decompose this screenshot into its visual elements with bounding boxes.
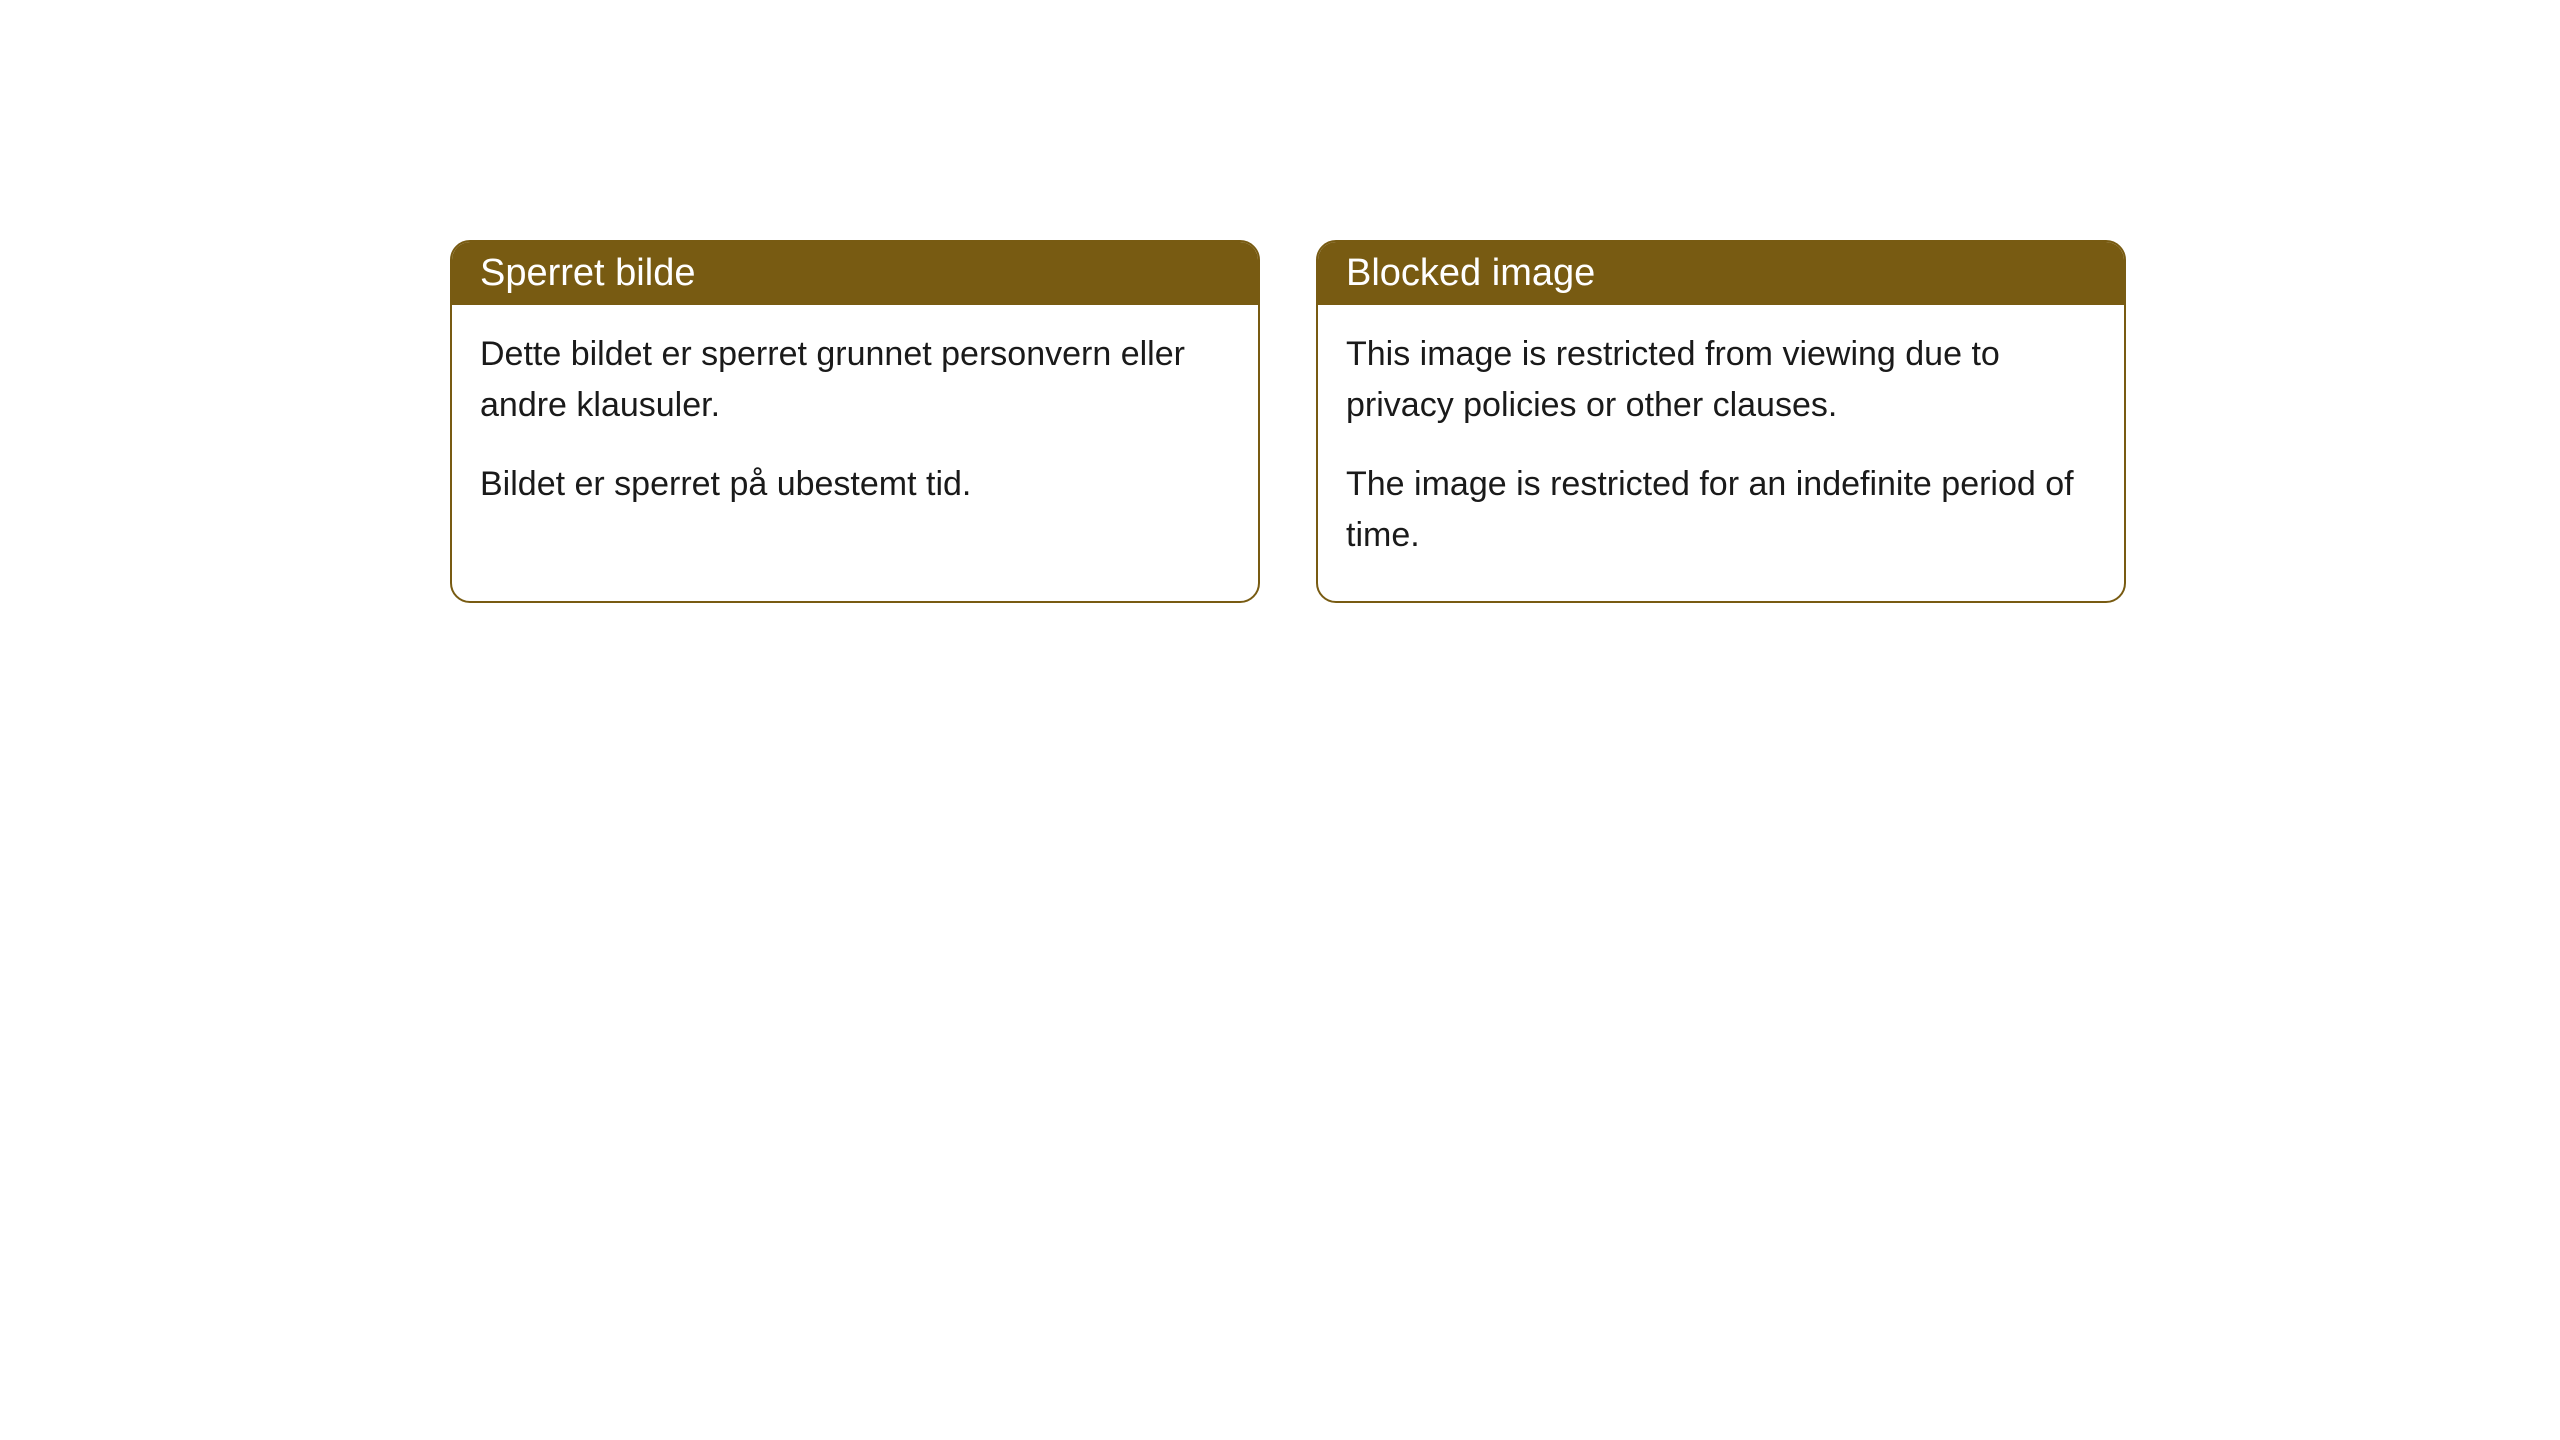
- card-blocked-norwegian: Sperret bilde Dette bildet er sperret gr…: [450, 240, 1260, 603]
- card-title: Blocked image: [1346, 252, 1595, 294]
- card-paragraph: This image is restricted from viewing du…: [1346, 329, 2096, 431]
- card-header: Blocked image: [1318, 242, 2124, 305]
- cards-container: Sperret bilde Dette bildet er sperret gr…: [450, 240, 2126, 603]
- card-paragraph: Bildet er sperret på ubestemt tid.: [480, 459, 1230, 510]
- card-header: Sperret bilde: [452, 242, 1258, 305]
- card-body: Dette bildet er sperret grunnet personve…: [452, 305, 1258, 550]
- card-title: Sperret bilde: [480, 252, 695, 294]
- card-body: This image is restricted from viewing du…: [1318, 305, 2124, 601]
- card-blocked-english: Blocked image This image is restricted f…: [1316, 240, 2126, 603]
- card-paragraph: The image is restricted for an indefinit…: [1346, 459, 2096, 561]
- card-paragraph: Dette bildet er sperret grunnet personve…: [480, 329, 1230, 431]
